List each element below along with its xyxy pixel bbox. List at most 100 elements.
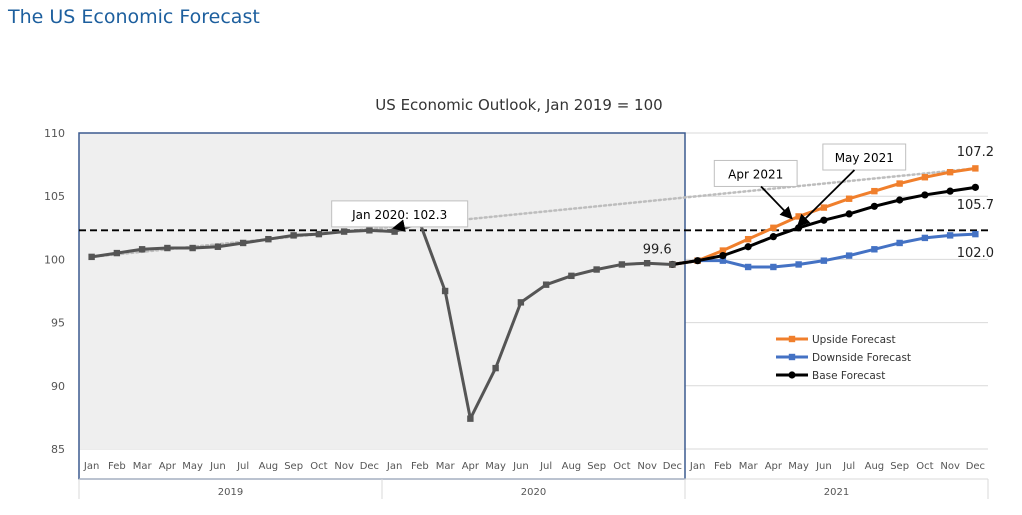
downside-forecast-point	[770, 263, 777, 271]
base-forecast-point	[719, 252, 727, 260]
annotation-label: Apr 2021	[728, 167, 783, 181]
x-tick-label: Aug	[259, 461, 279, 472]
upside-forecast-point	[770, 224, 777, 231]
x-tick-label: Nov	[637, 461, 657, 472]
downside-forecast-point	[871, 246, 878, 253]
x-tick-label: Feb	[714, 461, 732, 472]
actual-point	[113, 249, 121, 257]
actual-point	[517, 299, 525, 306]
x-tick-label: Dec	[663, 461, 682, 472]
actual-point	[568, 272, 575, 280]
downside-forecast-point	[719, 257, 727, 264]
actual-point	[542, 281, 550, 288]
annotation-arrow	[796, 169, 856, 228]
x-tick-label: May	[788, 461, 809, 472]
data-label: 102.0	[957, 246, 994, 261]
actual-point	[593, 266, 600, 273]
actual-point	[138, 246, 146, 253]
upside-forecast-point	[896, 180, 903, 187]
x-tick-label: Apr	[765, 461, 783, 472]
legend-label: Base Forecast	[812, 370, 885, 382]
legend-swatch-marker	[788, 371, 796, 379]
actual-point	[366, 227, 373, 234]
actual-point	[189, 244, 196, 252]
x-tick-label: Mar	[133, 461, 153, 472]
base-forecast-point	[820, 216, 828, 224]
upside-forecast-point	[719, 247, 727, 254]
actual-point	[669, 261, 676, 268]
x-tick-label: Sep	[284, 461, 303, 472]
actual-point	[239, 239, 247, 247]
upside-forecast-point	[845, 195, 853, 202]
upside-forecast-point	[820, 204, 828, 211]
x-tick-label: Sep	[890, 461, 909, 472]
actual-point	[290, 232, 297, 239]
x-tick-label: Mar	[436, 461, 456, 472]
upside-forecast-point	[871, 187, 878, 195]
x-tick-label: Jan	[386, 461, 402, 472]
legend-label: Upside Forecast	[812, 334, 896, 346]
x-tick-label: Dec	[360, 461, 379, 472]
downside-forecast-point	[744, 263, 752, 271]
base-forecast-point	[921, 191, 929, 199]
x-tick-label: Jun	[512, 461, 529, 472]
upside-forecast-point	[921, 174, 929, 181]
x-tick-label: Oct	[310, 461, 327, 472]
legend-swatch-marker	[788, 335, 796, 343]
year-label: 2020	[521, 487, 546, 498]
x-tick-label: Nov	[334, 461, 354, 472]
data-label: 107.2	[957, 145, 994, 160]
actual-point	[164, 244, 171, 252]
chart-title: US Economic Outlook, Jan 2019 = 100	[375, 96, 662, 114]
upside-forecast-point	[972, 165, 979, 172]
downside-forecast-point	[946, 232, 954, 239]
year-label: 2021	[824, 487, 849, 498]
actual-point	[492, 364, 499, 372]
x-tick-label: Feb	[108, 461, 126, 472]
actual-point	[340, 228, 348, 235]
base-forecast-point	[896, 196, 904, 204]
historical-shaded-region	[79, 133, 685, 449]
y-tick-label: 105	[44, 190, 65, 203]
annotation-box	[822, 143, 907, 171]
x-tick-label: Jul	[842, 461, 855, 472]
x-tick-label: Aug	[865, 461, 885, 472]
base-forecast-point	[946, 187, 954, 195]
actual-point	[441, 287, 449, 295]
legend-swatch-marker	[788, 353, 796, 361]
x-tick-label: Jan	[689, 461, 705, 472]
actual-point	[265, 235, 272, 243]
annotation-arrow	[392, 219, 406, 232]
y-tick-label: 85	[51, 443, 65, 456]
x-tick-label: Jul	[539, 461, 552, 472]
x-tick-label: Apr	[462, 461, 480, 472]
base-forecast-point	[769, 233, 777, 241]
page-title: The US Economic Forecast	[8, 6, 260, 28]
actual-point	[467, 415, 474, 422]
downside-forecast-point	[795, 261, 802, 268]
x-tick-label: Jun	[209, 461, 226, 472]
annotation-arrow	[760, 185, 793, 220]
x-tick-label: Oct	[613, 461, 630, 472]
actual-point	[391, 228, 398, 235]
x-tick-label: Jul	[236, 461, 249, 472]
x-tick-label: May	[182, 461, 203, 472]
y-tick-label: 95	[51, 317, 65, 330]
actual-point	[315, 230, 323, 238]
downside-forecast-point	[845, 252, 853, 259]
annotation-label: May 2021	[835, 151, 894, 165]
x-tick-label: Mar	[739, 461, 759, 472]
x-tick-label: Jun	[815, 461, 832, 472]
x-tick-label: Feb	[411, 461, 429, 472]
data-label: 105.7	[957, 198, 994, 213]
upside-forecast-point	[744, 235, 752, 243]
base-forecast-point	[694, 257, 702, 265]
x-tick-label: Jan	[83, 461, 99, 472]
y-tick-label: 90	[51, 380, 65, 393]
base-forecast-point	[795, 224, 803, 232]
actual-point	[88, 253, 95, 261]
actual-point	[643, 259, 651, 267]
data-label: 99.6	[643, 242, 672, 257]
downside-forecast-point	[896, 239, 903, 247]
